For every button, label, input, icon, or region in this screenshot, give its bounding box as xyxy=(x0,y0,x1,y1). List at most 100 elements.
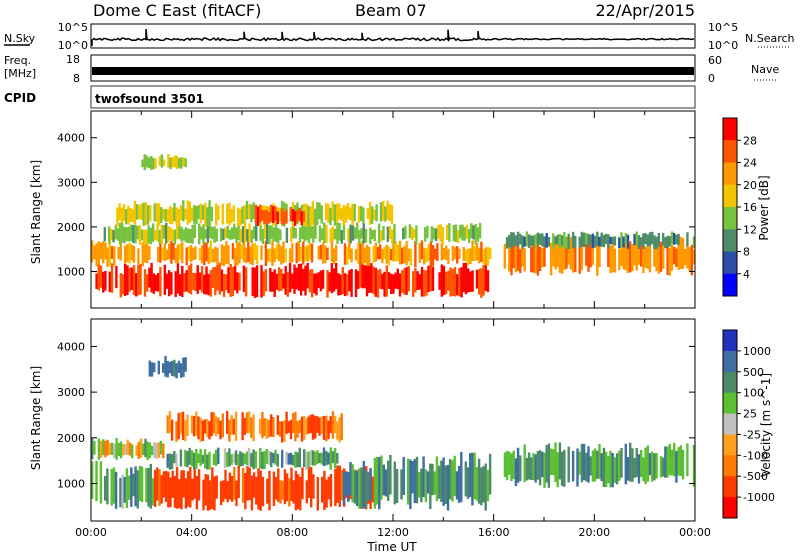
beam-label: Beam 07 xyxy=(355,1,427,20)
echo-cell xyxy=(310,269,314,298)
echo-cell xyxy=(259,224,262,241)
echo-cell xyxy=(618,237,621,248)
echo-cell xyxy=(532,453,535,481)
echo-cell xyxy=(260,245,263,260)
echo-cell xyxy=(390,249,393,261)
echo-cell xyxy=(525,457,529,481)
echo-cell xyxy=(193,467,196,499)
echo-cell xyxy=(320,416,323,434)
echo-cell xyxy=(560,243,564,274)
echo-cell xyxy=(225,274,228,291)
y-tick-label: 4000 xyxy=(57,340,85,353)
echo-cell xyxy=(593,448,597,482)
echo-cell xyxy=(255,245,259,265)
echo-cell xyxy=(241,206,244,224)
echo-cell xyxy=(269,248,272,263)
echo-cell xyxy=(543,245,546,267)
echo-cell xyxy=(357,271,360,289)
echo-cell xyxy=(668,236,671,247)
echo-cell xyxy=(304,246,307,262)
echo-cell xyxy=(475,242,479,261)
echo-cell xyxy=(403,246,406,264)
echo-cell xyxy=(442,457,445,506)
echo-cell xyxy=(618,248,621,271)
echo-cell xyxy=(255,265,259,298)
echo-cell xyxy=(159,267,162,297)
echo-cell xyxy=(358,229,361,244)
power-panel: 1000 2000 3000 4000 Slant Range [km] xyxy=(29,110,696,309)
echo-cell xyxy=(327,420,330,440)
echo-cell xyxy=(670,244,674,271)
echo-cell xyxy=(686,241,689,269)
echo-cell xyxy=(157,442,160,458)
nsky-label: N.Sky xyxy=(4,32,36,45)
echo-cell xyxy=(298,207,301,221)
echo-cell xyxy=(362,223,365,244)
echo-cell xyxy=(310,467,313,508)
echo-cell xyxy=(342,204,345,226)
echo-cell xyxy=(423,270,426,297)
echo-cell xyxy=(384,469,388,497)
echo-cell xyxy=(369,468,372,501)
echo-cell xyxy=(119,477,122,508)
echo-cell xyxy=(567,233,570,250)
echo-cell xyxy=(334,228,337,240)
echo-cell xyxy=(184,357,187,372)
echo-cell xyxy=(264,240,268,267)
echo-cell xyxy=(285,227,289,243)
echo-cell xyxy=(95,461,98,502)
colorbar-tick-label: 12 xyxy=(743,223,757,236)
echo-cell xyxy=(309,450,312,466)
echo-cell xyxy=(145,155,148,168)
echo-cell xyxy=(292,225,295,239)
echo-cell xyxy=(452,225,455,242)
echo-cell xyxy=(340,208,343,221)
echo-cell xyxy=(286,272,290,297)
echo-cell xyxy=(198,248,202,261)
echo-cell xyxy=(311,414,315,440)
echo-cell xyxy=(457,466,461,503)
echo-cell xyxy=(164,355,167,377)
echo-cell xyxy=(248,411,251,434)
echo-cell xyxy=(604,451,608,488)
echo-cell xyxy=(633,234,636,246)
echo-cell xyxy=(265,449,268,464)
echo-cell xyxy=(327,452,330,465)
echo-cell xyxy=(253,267,257,298)
echo-cell xyxy=(120,207,123,223)
echo-cell xyxy=(185,247,188,266)
echo-cell xyxy=(168,361,172,374)
echo-cell xyxy=(204,474,207,506)
echo-cell xyxy=(596,231,599,246)
echo-cell xyxy=(214,416,218,437)
echo-cell xyxy=(170,453,174,470)
echo-cell xyxy=(119,441,123,459)
echo-cell xyxy=(356,222,359,239)
echo-cell xyxy=(357,242,360,264)
echo-cell xyxy=(431,245,435,267)
echo-cell xyxy=(611,238,614,273)
echo-cell xyxy=(302,241,305,265)
echo-cell xyxy=(368,201,372,225)
echo-cell xyxy=(283,469,287,505)
echo-cell xyxy=(519,455,522,482)
echo-cell xyxy=(272,227,275,242)
echo-cell xyxy=(379,244,382,260)
echo-cell xyxy=(565,236,568,249)
echo-cell xyxy=(629,442,632,482)
echo-cell xyxy=(648,239,652,273)
echo-cell xyxy=(409,248,413,266)
echo-cell xyxy=(458,248,461,259)
echo-cell xyxy=(343,273,347,297)
colorbar-tick-label: -25 xyxy=(743,428,761,441)
echo-cell xyxy=(280,208,284,224)
echo-cell xyxy=(363,265,366,289)
echo-cell xyxy=(637,246,641,265)
echo-cell xyxy=(541,451,544,478)
echo-cell xyxy=(181,411,185,440)
echo-cell xyxy=(199,448,202,466)
echo-cell xyxy=(295,267,298,290)
echo-cell xyxy=(231,243,235,260)
echo-cell xyxy=(242,242,246,263)
echo-cell xyxy=(288,248,292,262)
